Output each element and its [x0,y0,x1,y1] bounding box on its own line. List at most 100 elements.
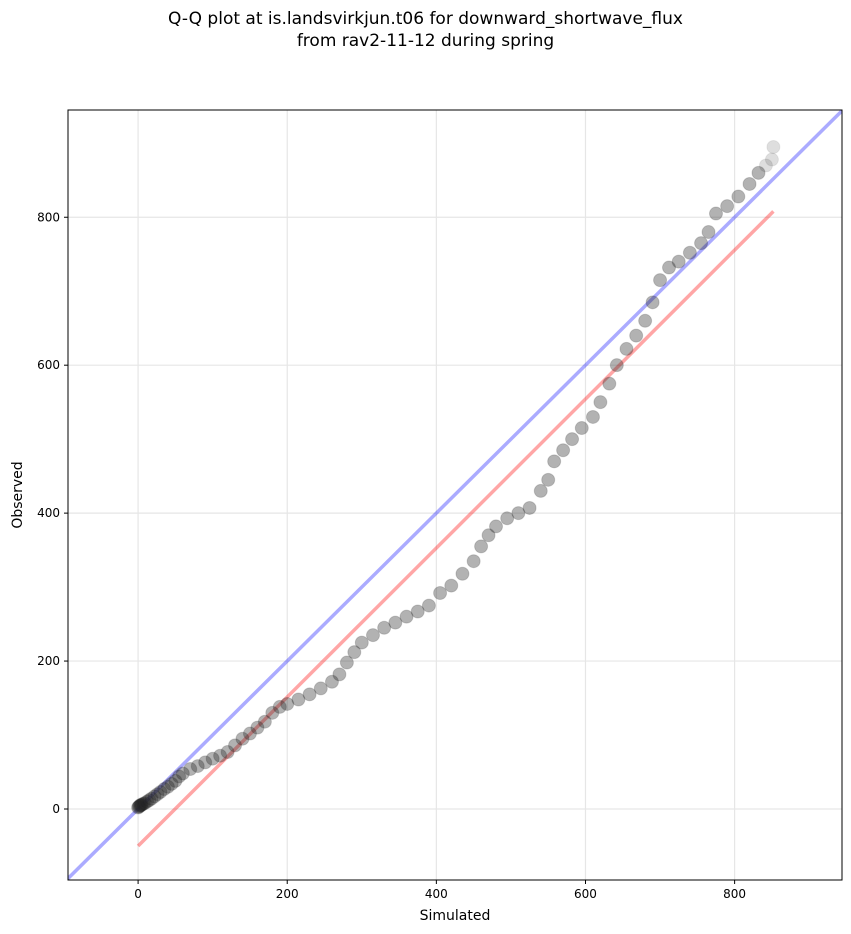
data-point [500,511,515,526]
data-point [629,328,644,343]
data-point [136,796,151,811]
data-point [766,139,781,154]
data-point [682,245,697,260]
y-tick-label: 600 [37,358,60,372]
data-point [137,796,152,811]
data-point [153,784,168,799]
data-point [250,720,265,735]
data-point [324,674,339,689]
y-tick-label: 0 [52,802,60,816]
data-point [313,681,328,696]
data-point [168,773,183,788]
data-point [213,748,228,763]
y-tick-label: 200 [37,654,60,668]
data-point [511,506,526,521]
data-point [764,152,779,167]
data-point [291,692,306,707]
data-point [585,409,600,424]
data-point [205,751,220,766]
data-point [547,454,562,469]
data-point [235,731,250,746]
data-point [133,798,148,813]
data-point [388,615,403,630]
data-point [731,189,746,204]
data-point [638,313,653,328]
data-point [481,528,496,543]
data-point [489,519,504,534]
chart-title: Q-Q plot at is.landsvirkjun.t06 for down… [0,8,851,52]
data-point [347,645,362,660]
data-point [541,472,556,487]
data-point [602,376,617,391]
data-point [157,782,172,797]
data-point [172,769,187,784]
fit-line [136,210,775,848]
data-point [574,421,589,436]
data-point [653,273,668,288]
data-point [708,206,723,221]
data-point [455,566,470,581]
data-point [302,687,317,702]
x-axis-label: Simulated [420,908,491,924]
data-point [742,176,757,191]
data-point [183,762,198,777]
data-point [220,745,235,760]
data-point [134,798,149,813]
data-point [377,620,392,635]
data-point [142,793,157,808]
data-point [332,667,347,682]
data-point [190,759,205,774]
plot-frame [67,109,843,881]
data-point [175,766,190,781]
data-point [354,635,369,650]
data-point [694,236,709,251]
data-point [132,799,147,814]
y-tick-label: 800 [37,210,60,224]
data-point [593,395,608,410]
data-point [140,794,155,809]
x-tick-label: 400 [425,887,448,901]
data-point [272,699,287,714]
data-point [365,628,380,643]
x-tick-label: 200 [276,887,299,901]
data-point [144,791,159,806]
data-point [265,705,280,720]
data-point [339,655,354,670]
chart-title-line1: Q-Q plot at is.landsvirkjun.t06 for down… [168,9,683,29]
data-point [150,787,165,802]
data-point [671,254,686,269]
data-point [134,797,149,812]
data-point [131,799,146,814]
data-point [421,598,436,613]
data-point [720,199,735,214]
data-point [662,260,677,275]
x-tick-label: 800 [723,887,746,901]
chart-title-line2: from rav2-11-12 during spring [296,31,555,51]
data-point [533,483,548,498]
data-point [228,738,243,753]
data-point [242,726,257,741]
data-point [164,776,179,791]
data-point [474,539,489,554]
data-point [433,586,448,601]
data-point [645,295,660,310]
data-point [257,714,272,729]
points [131,139,781,815]
data-point [522,500,537,515]
data-point [198,755,213,770]
data-point [131,800,146,815]
x-tick-label: 0 [134,887,142,901]
data-point [280,696,295,711]
data-point [399,609,414,624]
grid [68,110,842,880]
x-tick-label: 600 [574,887,597,901]
y-axis-label: Observed [10,461,26,528]
data-point [556,443,571,458]
data-point [758,158,773,173]
data-point [701,225,716,240]
data-point [466,554,481,569]
data-point [147,789,162,804]
